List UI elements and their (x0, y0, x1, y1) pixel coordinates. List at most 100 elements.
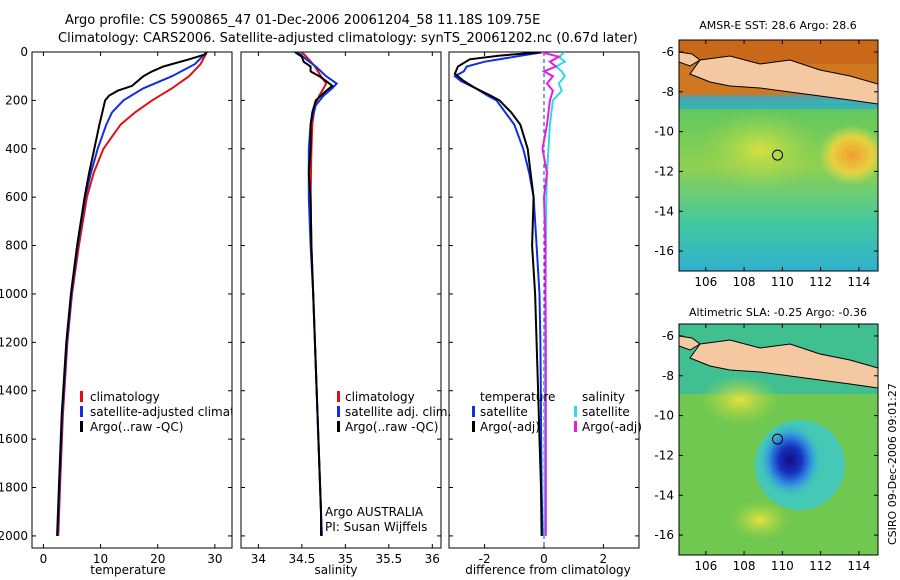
y-tick-label: 1000 (0, 287, 28, 301)
x-tick-label: 114 (847, 559, 870, 573)
legend-swatch-satellite (337, 406, 340, 417)
y-tick-label: 400 (5, 142, 28, 156)
float-annotation-line2: PI: Susan Wijffels (325, 520, 427, 534)
x-tick-label: 2 (600, 552, 608, 566)
y-tick-label: -8 (662, 85, 674, 99)
x-tick-label: 35.5 (375, 552, 402, 566)
figure-title-line2: Climatology: CARS2006. Satellite-adjuste… (58, 31, 638, 46)
legend-swatch-climatology (337, 391, 340, 402)
y-tick-label: -8 (662, 369, 674, 383)
x-tick-label: 30 (207, 552, 222, 566)
salinity-series (294, 52, 339, 536)
legend-swatch-climatology (80, 391, 83, 402)
x-tick-label: 34 (251, 552, 266, 566)
sla-high-patch (700, 375, 780, 425)
depth-axis: 0 200 400 600 800 1000 1200 1400 1600 1800 2000 (0, 45, 639, 543)
y-tick-label: -14 (654, 204, 674, 218)
legend-swatch-sal-satellite (574, 406, 577, 417)
sst-map-frame (678, 39, 879, 272)
x-tick-label: 112 (809, 559, 832, 573)
x-tick-label: 106 (694, 559, 717, 573)
series-line-climatology (57, 52, 208, 536)
java-island (689, 339, 878, 389)
x-tick-label: 0 (40, 552, 48, 566)
x-tick-label: 36 (425, 552, 440, 566)
x-tick-label: 106 (694, 275, 717, 289)
legend-label-sal-argo: Argo(-adj) (582, 420, 642, 434)
legend-label-satellite-adj: satellite adj. clim. (345, 405, 451, 419)
y-tick-label: 2000 (0, 529, 28, 543)
series-line-argo-raw-qc- (294, 52, 334, 536)
legend-label-argo: Argo(..raw -QC) (345, 420, 438, 434)
figure-title-line1: Argo profile: CS 5900865_47 01-Dec-2006 … (65, 13, 540, 28)
sumatra-tip (679, 335, 701, 351)
difference-x-axis: -2 0 2 (479, 52, 608, 566)
sst-warm-eddy (818, 125, 878, 185)
salinity-x-label: salinity (314, 563, 357, 577)
legend-label-satellite-adjusted: satellite-adjusted climatology (90, 405, 268, 419)
y-tick-label: -10 (654, 409, 674, 423)
x-tick-label: 110 (771, 559, 794, 573)
y-tick-label: -14 (654, 488, 674, 502)
y-tick-label: 200 (5, 93, 28, 107)
sla-cold-eddy (758, 422, 822, 498)
java-island (689, 55, 878, 105)
legend-label-temp-satellite: satellite (480, 405, 528, 419)
series-line-satellite-adjusted-climatology (56, 52, 208, 536)
legend-label-climatology: climatology (90, 390, 160, 404)
argo-location-marker (772, 433, 784, 445)
y-tick-label: -12 (654, 448, 674, 462)
x-tick-label: 110 (771, 275, 794, 289)
legend-swatch-temp-argo (472, 421, 475, 432)
x-tick-label: 20 (150, 552, 165, 566)
x-tick-label: 112 (809, 275, 832, 289)
difference-legend: temperature salinity satellite Argo(-adj… (472, 390, 642, 434)
x-tick-label: -2 (479, 552, 491, 566)
legend-swatch-sal-argo (574, 421, 577, 432)
legend-swatch-satellite (80, 406, 83, 417)
legend-swatch-argo (337, 421, 340, 432)
legend-label-temp-argo: Argo(-adj) (480, 420, 540, 434)
temperature-x-axis: 0 10 20 30 (40, 52, 222, 566)
sla-map-image (679, 324, 878, 555)
series-line-argo-raw-qc- (56, 52, 208, 536)
x-tick-label: 10 (93, 552, 108, 566)
float-annotation-line1: Argo AUSTRALIA (325, 505, 424, 519)
sst-map-axes: 106 108 110 112 114 -6 -8 -10 -12 -14 -16 (654, 40, 878, 289)
temperature-series (56, 52, 208, 536)
x-tick-label: 0 (540, 552, 548, 566)
legend-swatch-argo (80, 421, 83, 432)
sumatra-tip (679, 51, 701, 67)
x-tick-label: 114 (847, 275, 870, 289)
y-tick-label: -6 (662, 329, 674, 343)
legend-swatch-temp-satellite (472, 406, 475, 417)
sst-map-title: AMSR-E SST: 28.6 Argo: 28.6 (699, 19, 857, 32)
series-line-temperature-satellite (453, 52, 545, 536)
y-tick-label: 0 (20, 45, 28, 59)
salinity-axes-frame (240, 51, 442, 549)
legend-title-temperature: temperature (480, 390, 555, 404)
legend-label-argo: Argo(..raw -QC) (90, 420, 183, 434)
series-line-salinity-argo-adj- (540, 52, 562, 536)
sla-high-patch-south (730, 500, 790, 540)
x-tick-label: 35 (338, 552, 353, 566)
legend-label-climatology: climatology (345, 390, 415, 404)
sst-map-image (679, 40, 878, 271)
salinity-x-axis: 34 34.5 35 35.5 36 (251, 52, 440, 566)
series-line-satellite-adj-clim- (296, 52, 339, 536)
y-tick-label: -12 (654, 164, 674, 178)
difference-x-label: difference from climatology (465, 563, 631, 577)
x-tick-label: 108 (733, 275, 756, 289)
y-tick-label: -16 (654, 244, 674, 258)
credit-label: CSIRO 09-Dec-2006 09:01:27 (886, 383, 899, 545)
legend-label-sal-satellite: satellite (582, 405, 630, 419)
temperature-x-label: temperature (90, 563, 165, 577)
series-line-temperature-argo-adj- (453, 52, 545, 536)
sla-map-frame (678, 323, 879, 556)
temperature-axes-frame (31, 51, 233, 549)
sst-warm-patch (700, 110, 820, 190)
x-tick-label: 108 (733, 559, 756, 573)
difference-series (453, 52, 567, 536)
y-tick-label: -10 (654, 125, 674, 139)
